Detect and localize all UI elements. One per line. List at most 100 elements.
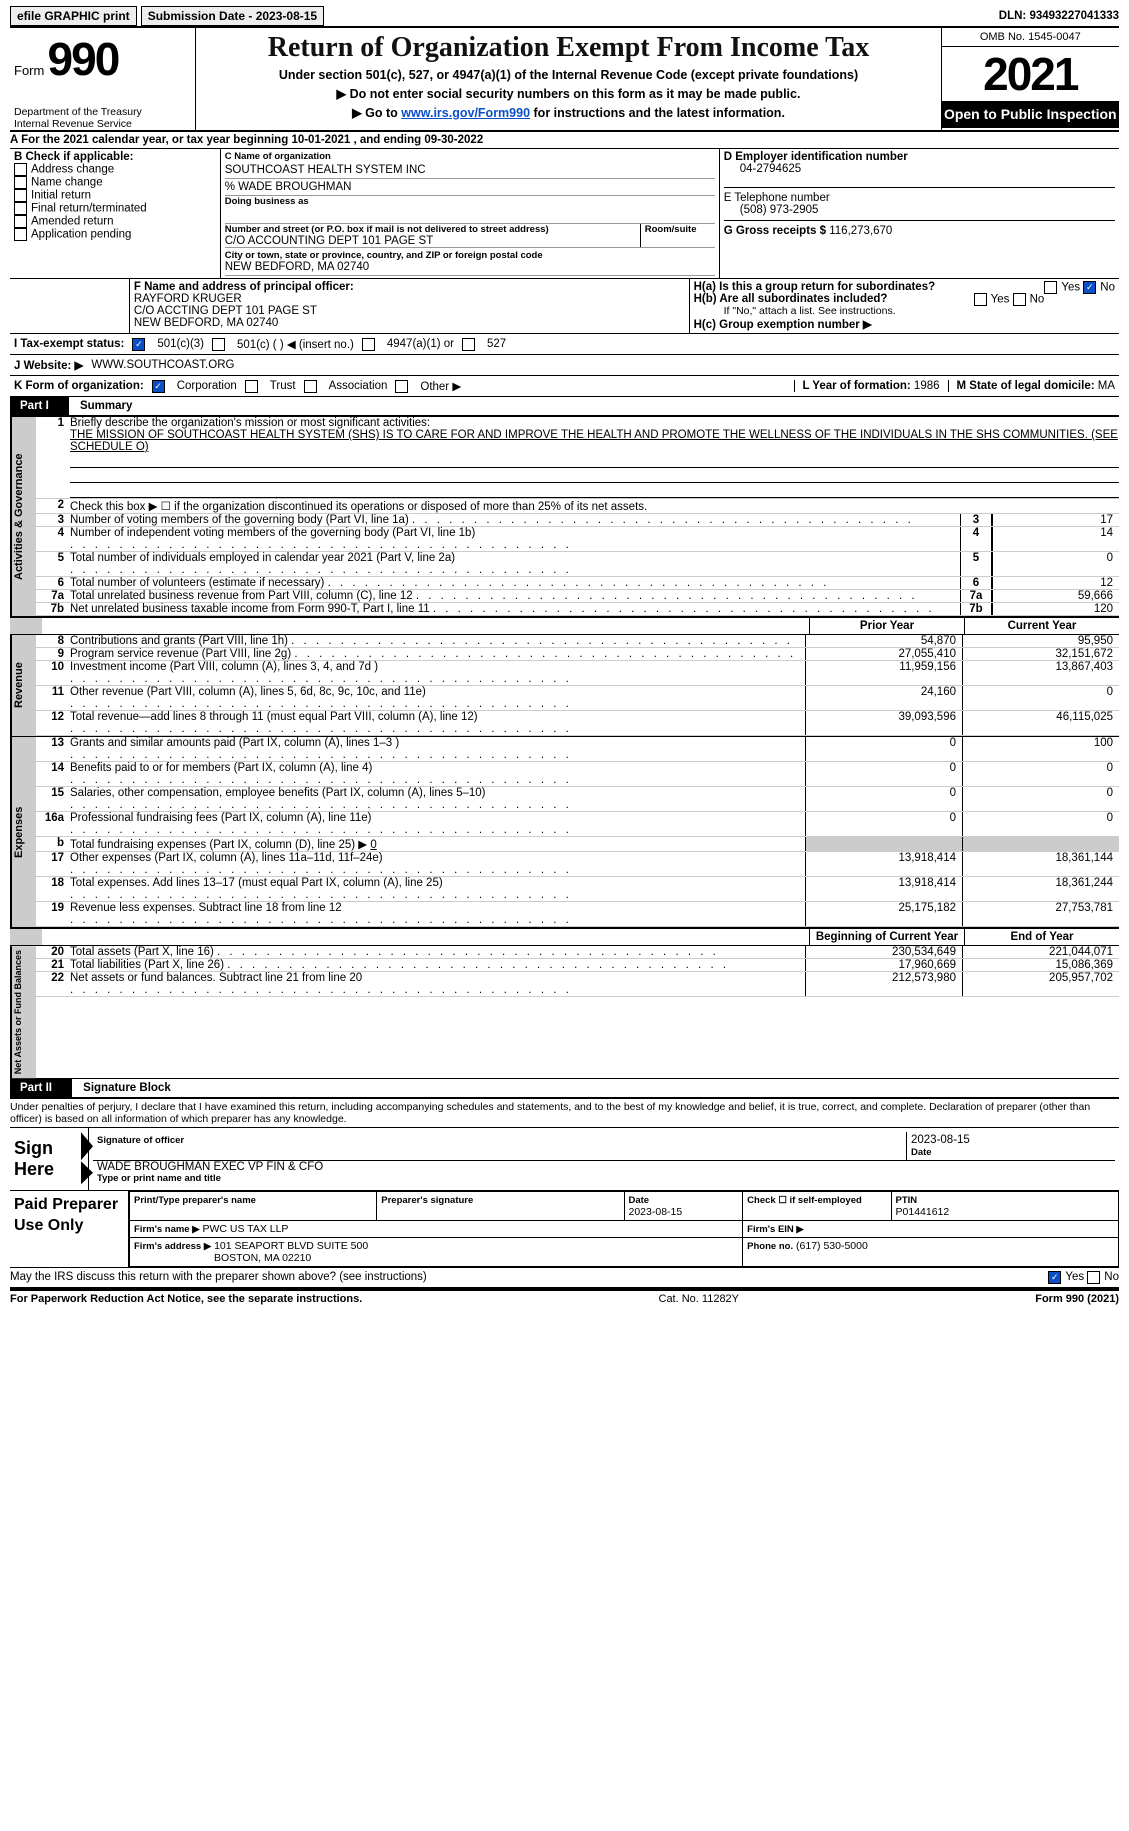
line-18: 18 Total expenses. Add lines 13–17 (must… (36, 877, 1119, 902)
b-opt-name: Name change (31, 177, 103, 189)
subtitle-2: Do not enter social security numbers on … (200, 86, 936, 101)
cb-501c3[interactable] (132, 338, 145, 351)
prior-year-hdr: Prior Year (809, 618, 964, 634)
officer-city: NEW BEDFORD, MA 02740 (134, 317, 685, 329)
mission-label: Briefly describe the organization's miss… (70, 417, 430, 429)
section-fh: F Name and address of principal officer:… (10, 279, 1119, 334)
cb-assoc[interactable] (304, 380, 317, 393)
irs-label: Internal Revenue Service (14, 118, 191, 130)
gov-line-7b: 7b Net unrelated business taxable income… (36, 603, 1119, 616)
tax-year: 2021 (942, 47, 1119, 101)
mission-text: THE MISSION OF SOUTHCOAST HEALTH SYSTEM … (70, 429, 1118, 453)
activities-governance-section: Activities & Governance 1 Briefly descri… (10, 417, 1119, 617)
hb-note: If "No," attach a list. See instructions… (694, 305, 1115, 317)
form-title: Return of Organization Exempt From Incom… (200, 32, 936, 64)
paid-preparer-block: Paid Preparer Use Only Print/Type prepar… (10, 1191, 1119, 1268)
vtab-revenue: Revenue (10, 635, 36, 736)
g-label: G Gross receipts $ (724, 225, 826, 237)
line-19: 19 Revenue less expenses. Subtract line … (36, 902, 1119, 927)
may-discuss-row: May the IRS discuss this return with the… (10, 1268, 1119, 1289)
part-i-header: Part I Summary (10, 397, 1119, 417)
line-16a: 16a Professional fundraising fees (Part … (36, 812, 1119, 837)
vtab-governance: Activities & Governance (10, 417, 36, 616)
line-17: 17 Other expenses (Part IX, column (A), … (36, 852, 1119, 877)
hb-label: H(b) Are all subordinates included? (694, 293, 888, 305)
cb-trust[interactable] (245, 380, 258, 393)
irs-form990-link[interactable]: www.irs.gov/Form990 (401, 106, 530, 120)
cb-corp[interactable] (152, 380, 165, 393)
cb-4947[interactable] (362, 338, 375, 351)
top-bar: efile GRAPHIC print Submission Date - 20… (10, 6, 1119, 28)
gov-line-3: 3 Number of voting members of the govern… (36, 514, 1119, 527)
line-10: 10 Investment income (Part VIII, column … (36, 661, 1119, 686)
page-footer: For Paperwork Reduction Act Notice, see … (10, 1289, 1119, 1305)
year-formation: 1986 (914, 380, 940, 392)
d-label: D Employer identification number (724, 151, 1115, 163)
sign-date: 2023-08-15 (911, 1134, 970, 1146)
cb-501c[interactable] (212, 338, 225, 351)
section-b: B Check if applicable: Address change Na… (10, 149, 221, 278)
goto-post: for instructions and the latest informat… (534, 106, 785, 120)
ha-label: H(a) Is this a group return for subordin… (694, 281, 936, 293)
efile-button[interactable]: efile GRAPHIC print (10, 6, 137, 26)
firm-address: 101 SEAPORT BLVD SUITE 500 (214, 1240, 368, 1252)
cb-527[interactable] (462, 338, 475, 351)
gov-line-5: 5 Total number of individuals employed i… (36, 552, 1119, 577)
submission-date-box: Submission Date - 2023-08-15 (141, 6, 324, 26)
gross-receipts: 116,273,670 (829, 225, 892, 237)
line-a: A For the 2021 calendar year, or tax yea… (10, 132, 1119, 149)
open-inspection-badge: Open to Public Inspection (942, 101, 1119, 128)
line-klm: K Form of organization: Corporation Trus… (10, 376, 1119, 397)
b-label: B Check if applicable: (14, 151, 216, 163)
e-label: E Telephone number (724, 192, 1115, 204)
cb-discuss-no[interactable] (1087, 1271, 1100, 1284)
line-9: 9 Program service revenue (Part VIII, li… (36, 648, 1119, 661)
line-13: 13 Grants and similar amounts paid (Part… (36, 737, 1119, 762)
ptin: P01441612 (896, 1206, 950, 1218)
line-14: 14 Benefits paid to or for members (Part… (36, 762, 1119, 787)
officer-name-title: WADE BROUGHMAN EXEC VP FIN & CFO (97, 1161, 1115, 1173)
website-url: WWW.SOUTHCOAST.ORG (91, 359, 234, 371)
f-label: F Name and address of principal officer: (134, 281, 685, 293)
hc-label: H(c) Group exemption number ▶ (694, 319, 872, 331)
gov-line-6: 6 Total number of volunteers (estimate i… (36, 577, 1119, 590)
care-of: % WADE BROUGHMAN (225, 179, 715, 196)
sign-here-block: Sign Here Signature of officer 2023-08-1… (10, 1128, 1119, 1191)
form-word: Form (14, 63, 44, 78)
cb-discuss-yes[interactable] (1048, 1271, 1061, 1284)
line-2: Check this box ▶ ☐ if the organization d… (70, 499, 1119, 513)
net-assets-section: Net Assets or Fund Balances 20 Total ass… (10, 946, 1119, 1079)
revenue-section: Revenue 8 Contributions and grants (Part… (10, 635, 1119, 737)
vtab-net-assets: Net Assets or Fund Balances (10, 946, 36, 1078)
expenses-section: Expenses 13 Grants and similar amounts p… (10, 737, 1119, 928)
omb-number: OMB No. 1545-0047 (942, 28, 1119, 47)
street-address: C/O ACCOUNTING DEPT 101 PAGE ST (225, 235, 640, 247)
b-opt-pending: Application pending (31, 229, 131, 241)
officer-name: RAYFORD KRUGER (134, 293, 685, 305)
line-j: J Website: ▶ WWW.SOUTHCOAST.ORG (10, 355, 1119, 376)
dept-treasury: Department of the Treasury (14, 106, 191, 118)
beginning-year-hdr: Beginning of Current Year (809, 929, 964, 945)
cb-other[interactable] (395, 380, 408, 393)
form-header: Form 990 Department of the Treasury Inte… (10, 28, 1119, 132)
goto-arrow (352, 106, 365, 120)
dln-text: DLN: 93493227041333 (999, 10, 1119, 22)
b-opt-final: Final return/terminated (31, 203, 147, 215)
gov-line-7a: 7a Total unrelated business revenue from… (36, 590, 1119, 603)
firm-phone: (617) 530-5000 (796, 1240, 868, 1252)
line-i: I Tax-exempt status: 501(c)(3) 501(c) ( … (10, 334, 1119, 355)
vtab-expenses: Expenses (10, 737, 36, 927)
form-number: 990 (48, 32, 119, 86)
end-year-hdr: End of Year (964, 929, 1119, 945)
b-opt-amended: Amended return (31, 216, 113, 228)
b-opt-address: Address change (31, 164, 114, 176)
line-11: 11 Other revenue (Part VIII, column (A),… (36, 686, 1119, 711)
org-name: SOUTHCOAST HEALTH SYSTEM INC (225, 162, 715, 179)
part-ii-header: Part II Signature Block (10, 1079, 1119, 1099)
state-domicile: MA (1098, 380, 1115, 392)
line-12: 12 Total revenue—add lines 8 through 11 … (36, 711, 1119, 736)
officer-addr: C/O ACCTING DEPT 101 PAGE ST (134, 305, 685, 317)
current-year-hdr: Current Year (964, 618, 1119, 634)
goto-pre: Go to (365, 106, 401, 120)
line-22: 22 Net assets or fund balances. Subtract… (36, 972, 1119, 997)
